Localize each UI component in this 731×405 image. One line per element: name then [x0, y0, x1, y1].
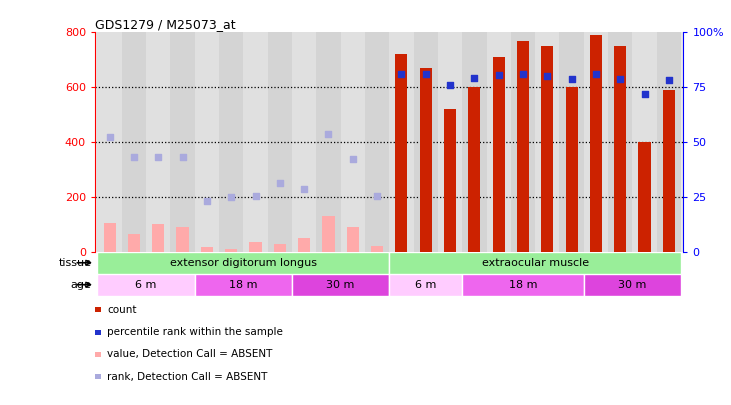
Point — [590, 70, 602, 77]
Point — [469, 75, 480, 81]
Bar — [146, 32, 170, 252]
Point — [177, 154, 189, 160]
Text: count: count — [107, 305, 137, 315]
Bar — [438, 32, 462, 252]
Bar — [243, 32, 268, 252]
Point — [201, 198, 213, 204]
Bar — [444, 109, 456, 252]
Bar — [176, 227, 189, 252]
Bar — [535, 32, 559, 252]
Bar — [219, 32, 243, 252]
Bar — [389, 32, 414, 252]
Bar — [584, 32, 608, 252]
Point — [225, 194, 237, 200]
Bar — [97, 252, 389, 274]
Bar — [365, 32, 389, 252]
Text: percentile rank within the sample: percentile rank within the sample — [107, 327, 283, 337]
Text: 30 m: 30 m — [327, 280, 355, 290]
Bar — [194, 274, 292, 296]
Bar — [493, 57, 505, 252]
Bar — [104, 223, 115, 252]
Bar — [638, 142, 651, 252]
Bar — [194, 32, 219, 252]
Text: 6 m: 6 m — [135, 280, 156, 290]
Bar — [511, 32, 535, 252]
Bar — [97, 274, 194, 296]
Text: value, Detection Call = ABSENT: value, Detection Call = ABSENT — [107, 350, 273, 359]
Text: extraocular muscle: extraocular muscle — [482, 258, 588, 268]
Point — [420, 70, 431, 77]
Point — [444, 81, 456, 88]
Bar — [632, 32, 656, 252]
Bar — [389, 252, 681, 274]
Point — [615, 76, 626, 82]
Point — [298, 185, 310, 192]
Bar — [559, 32, 584, 252]
Bar — [346, 227, 359, 252]
Bar — [395, 54, 407, 252]
Point — [274, 180, 286, 186]
Bar — [317, 32, 341, 252]
Bar — [656, 32, 681, 252]
Bar — [462, 32, 487, 252]
Point — [395, 70, 407, 77]
Text: extensor digitorum longus: extensor digitorum longus — [170, 258, 317, 268]
Bar — [414, 32, 438, 252]
Point — [639, 91, 651, 97]
Bar — [322, 216, 335, 252]
Point — [152, 154, 164, 160]
Bar — [201, 247, 213, 252]
Point — [371, 192, 383, 199]
Point — [566, 76, 577, 82]
Text: age: age — [70, 280, 91, 290]
Point — [322, 131, 334, 137]
Bar — [663, 90, 675, 252]
Bar — [128, 234, 140, 252]
Text: 30 m: 30 m — [618, 280, 647, 290]
Text: rank, Detection Call = ABSENT: rank, Detection Call = ABSENT — [107, 372, 268, 382]
Text: 18 m: 18 m — [229, 280, 257, 290]
Bar — [487, 32, 511, 252]
Bar — [298, 238, 310, 252]
Bar — [462, 274, 584, 296]
Bar — [584, 274, 681, 296]
Bar — [517, 40, 529, 252]
Point — [250, 192, 262, 199]
Bar — [292, 32, 317, 252]
Bar — [566, 87, 577, 252]
Point — [663, 77, 675, 83]
Bar — [341, 32, 365, 252]
Text: 6 m: 6 m — [415, 280, 436, 290]
Bar — [122, 32, 146, 252]
Point — [104, 133, 115, 140]
Point — [493, 72, 504, 78]
Bar — [170, 32, 194, 252]
Bar — [614, 46, 626, 252]
Bar — [541, 46, 553, 252]
Point — [347, 155, 359, 162]
Bar — [420, 68, 432, 252]
Text: GDS1279 / M25073_at: GDS1279 / M25073_at — [95, 18, 235, 31]
Text: tissue: tissue — [58, 258, 91, 268]
Point — [517, 70, 529, 77]
Point — [128, 154, 140, 160]
Bar — [152, 224, 164, 252]
Bar — [469, 87, 480, 252]
Bar — [225, 249, 238, 252]
Bar — [97, 32, 122, 252]
Bar — [292, 274, 389, 296]
Point — [542, 73, 553, 79]
Bar — [249, 242, 262, 252]
Bar — [371, 246, 383, 252]
Bar — [590, 35, 602, 252]
Bar — [389, 274, 462, 296]
Bar — [608, 32, 632, 252]
Text: 18 m: 18 m — [509, 280, 537, 290]
Bar — [268, 32, 292, 252]
Bar — [273, 243, 286, 252]
